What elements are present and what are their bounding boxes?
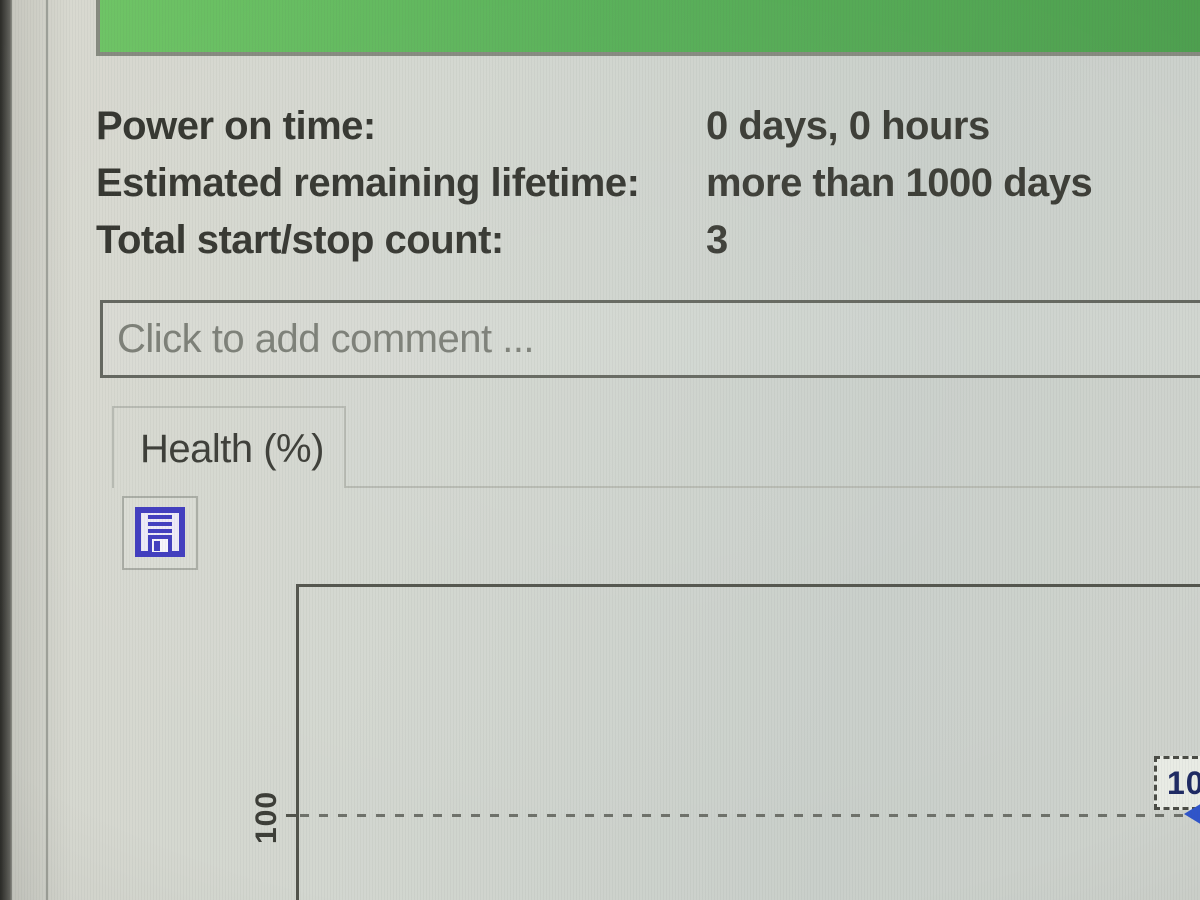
- y-axis-tick-mark: [286, 814, 299, 817]
- comment-placeholder: Click to add comment ...: [117, 317, 535, 361]
- info-value-remaining-lifetime: more than 1000 days: [706, 161, 1093, 205]
- tab-strip-baseline: [344, 486, 1200, 488]
- health-level-bar: [96, 0, 1200, 56]
- info-label-start-stop-count: Total start/stop count:: [96, 218, 504, 262]
- comment-input[interactable]: Click to add comment ...: [100, 300, 1200, 378]
- info-value-start-stop-count: 3: [706, 218, 728, 262]
- tab-health-percent[interactable]: Health (%): [112, 406, 346, 488]
- info-label-remaining-lifetime: Estimated remaining lifetime:: [96, 161, 640, 205]
- drive-info-section: Power on time: 0 days, 0 hours Estimated…: [96, 98, 1196, 269]
- info-value-power-on-time: 0 days, 0 hours: [706, 104, 990, 148]
- panel-edge-line: [46, 0, 48, 900]
- gridline-100-dashed: [300, 814, 1200, 817]
- monitor-bezel-edge: [0, 0, 12, 900]
- tab-health-percent-label: Health (%): [140, 427, 324, 471]
- current-health-value-label: 100: [1154, 756, 1200, 810]
- current-value-marker-icon: [1184, 803, 1200, 825]
- y-axis-tick-label-100: 100: [250, 790, 283, 844]
- info-label-power-on-time: Power on time:: [96, 104, 376, 148]
- floppy-save-icon: [134, 506, 186, 561]
- save-button[interactable]: [122, 496, 198, 570]
- health-chart-plot-area: [296, 584, 1200, 900]
